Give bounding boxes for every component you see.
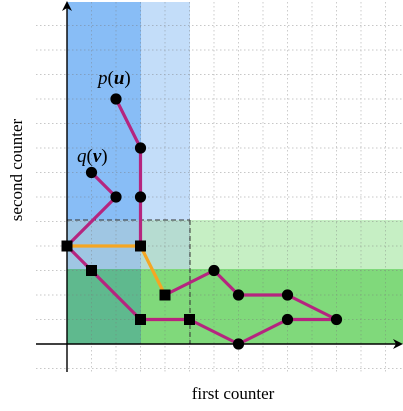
axes (36, 1, 403, 372)
circle-node (330, 313, 343, 326)
q-open-paren: ( (87, 146, 93, 167)
x-axis-title: first counter (192, 384, 275, 403)
p-label: p(u) (96, 68, 131, 89)
overlap-region-dark (67, 269, 141, 344)
square-node (159, 289, 171, 301)
circle-node (110, 191, 122, 203)
circle-node (232, 289, 245, 301)
circle-node (110, 93, 122, 105)
q-close-paren: ) (101, 146, 107, 167)
square-node (184, 314, 195, 325)
square-node (135, 240, 146, 252)
green-region-dark (141, 269, 403, 344)
blue-region-light (141, 2, 190, 220)
run-path (114, 97, 143, 248)
square-node (61, 240, 73, 252)
p-argument: u (114, 68, 125, 89)
circle-node (85, 166, 98, 179)
circle-node (232, 338, 245, 350)
q-argument: v (93, 146, 102, 167)
threshold-lines (67, 219, 191, 344)
nodes (61, 93, 343, 350)
p-function-name: p (96, 68, 108, 89)
q-label: q(v) (77, 146, 108, 167)
circle-node (134, 142, 147, 154)
y-axis-title: second counter (7, 118, 26, 221)
circle-node (208, 264, 220, 277)
square-node (135, 314, 146, 325)
circle-node (281, 289, 294, 301)
q-function-name: q (77, 146, 87, 167)
circle-node (281, 313, 294, 326)
circle-node (134, 191, 147, 203)
p-close-paren: ) (124, 68, 130, 89)
square-node (86, 265, 97, 276)
dotted-grid (36, 2, 403, 372)
p-open-paren: ( (108, 68, 114, 89)
green-region-light (190, 220, 403, 269)
